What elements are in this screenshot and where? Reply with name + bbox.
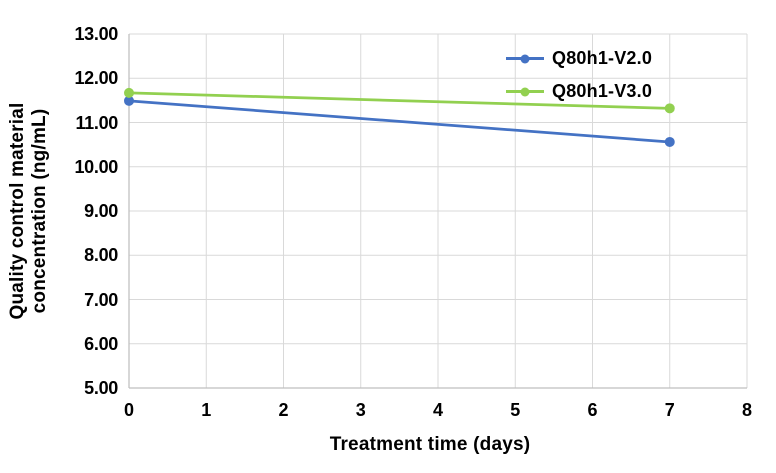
y-tick-label: 13.00	[74, 24, 118, 44]
y-tick-label: 6.00	[84, 333, 118, 354]
x-tick-label: 1	[201, 400, 212, 420]
y-tick-label: 5.00	[84, 378, 118, 398]
x-tick-label: 5	[510, 400, 521, 420]
y-tick-label: 8.00	[84, 245, 118, 266]
legend-line-marker-icon	[506, 54, 544, 63]
x-tick-label: 3	[355, 400, 366, 420]
legend-dot-icon	[520, 54, 530, 63]
legend-label: Q80h1-V3.0	[552, 81, 653, 101]
y-tick-label: 10.00	[74, 156, 118, 177]
y-tick-label: 12.00	[74, 68, 118, 89]
legend-dot-icon	[520, 87, 530, 96]
x-tick-label: 0	[123, 400, 134, 420]
y-tick-label: 11.00	[75, 112, 118, 133]
x-tick-label: 8	[741, 400, 752, 420]
legend: Q80h1-V2.0 Q80h1-V3.0	[506, 42, 652, 108]
x-tick-label: 2	[278, 400, 289, 420]
legend-label: Q80h1-V2.0	[552, 48, 653, 68]
x-axis-title: Treatment time (days)	[329, 434, 531, 455]
y-tick-label: 7.00	[84, 289, 118, 310]
y-tick-label: 9.00	[84, 201, 118, 221]
legend-line-marker-icon	[506, 87, 544, 96]
legend-entry-q80h1-v2: Q80h1-V2.0	[506, 42, 652, 75]
x-tick-label: 4	[432, 400, 443, 420]
x-tick-label: 7	[664, 400, 675, 420]
x-tick-label: 6	[587, 400, 598, 420]
legend-entry-q80h1-v3: Q80h1-V3.0	[506, 75, 652, 108]
